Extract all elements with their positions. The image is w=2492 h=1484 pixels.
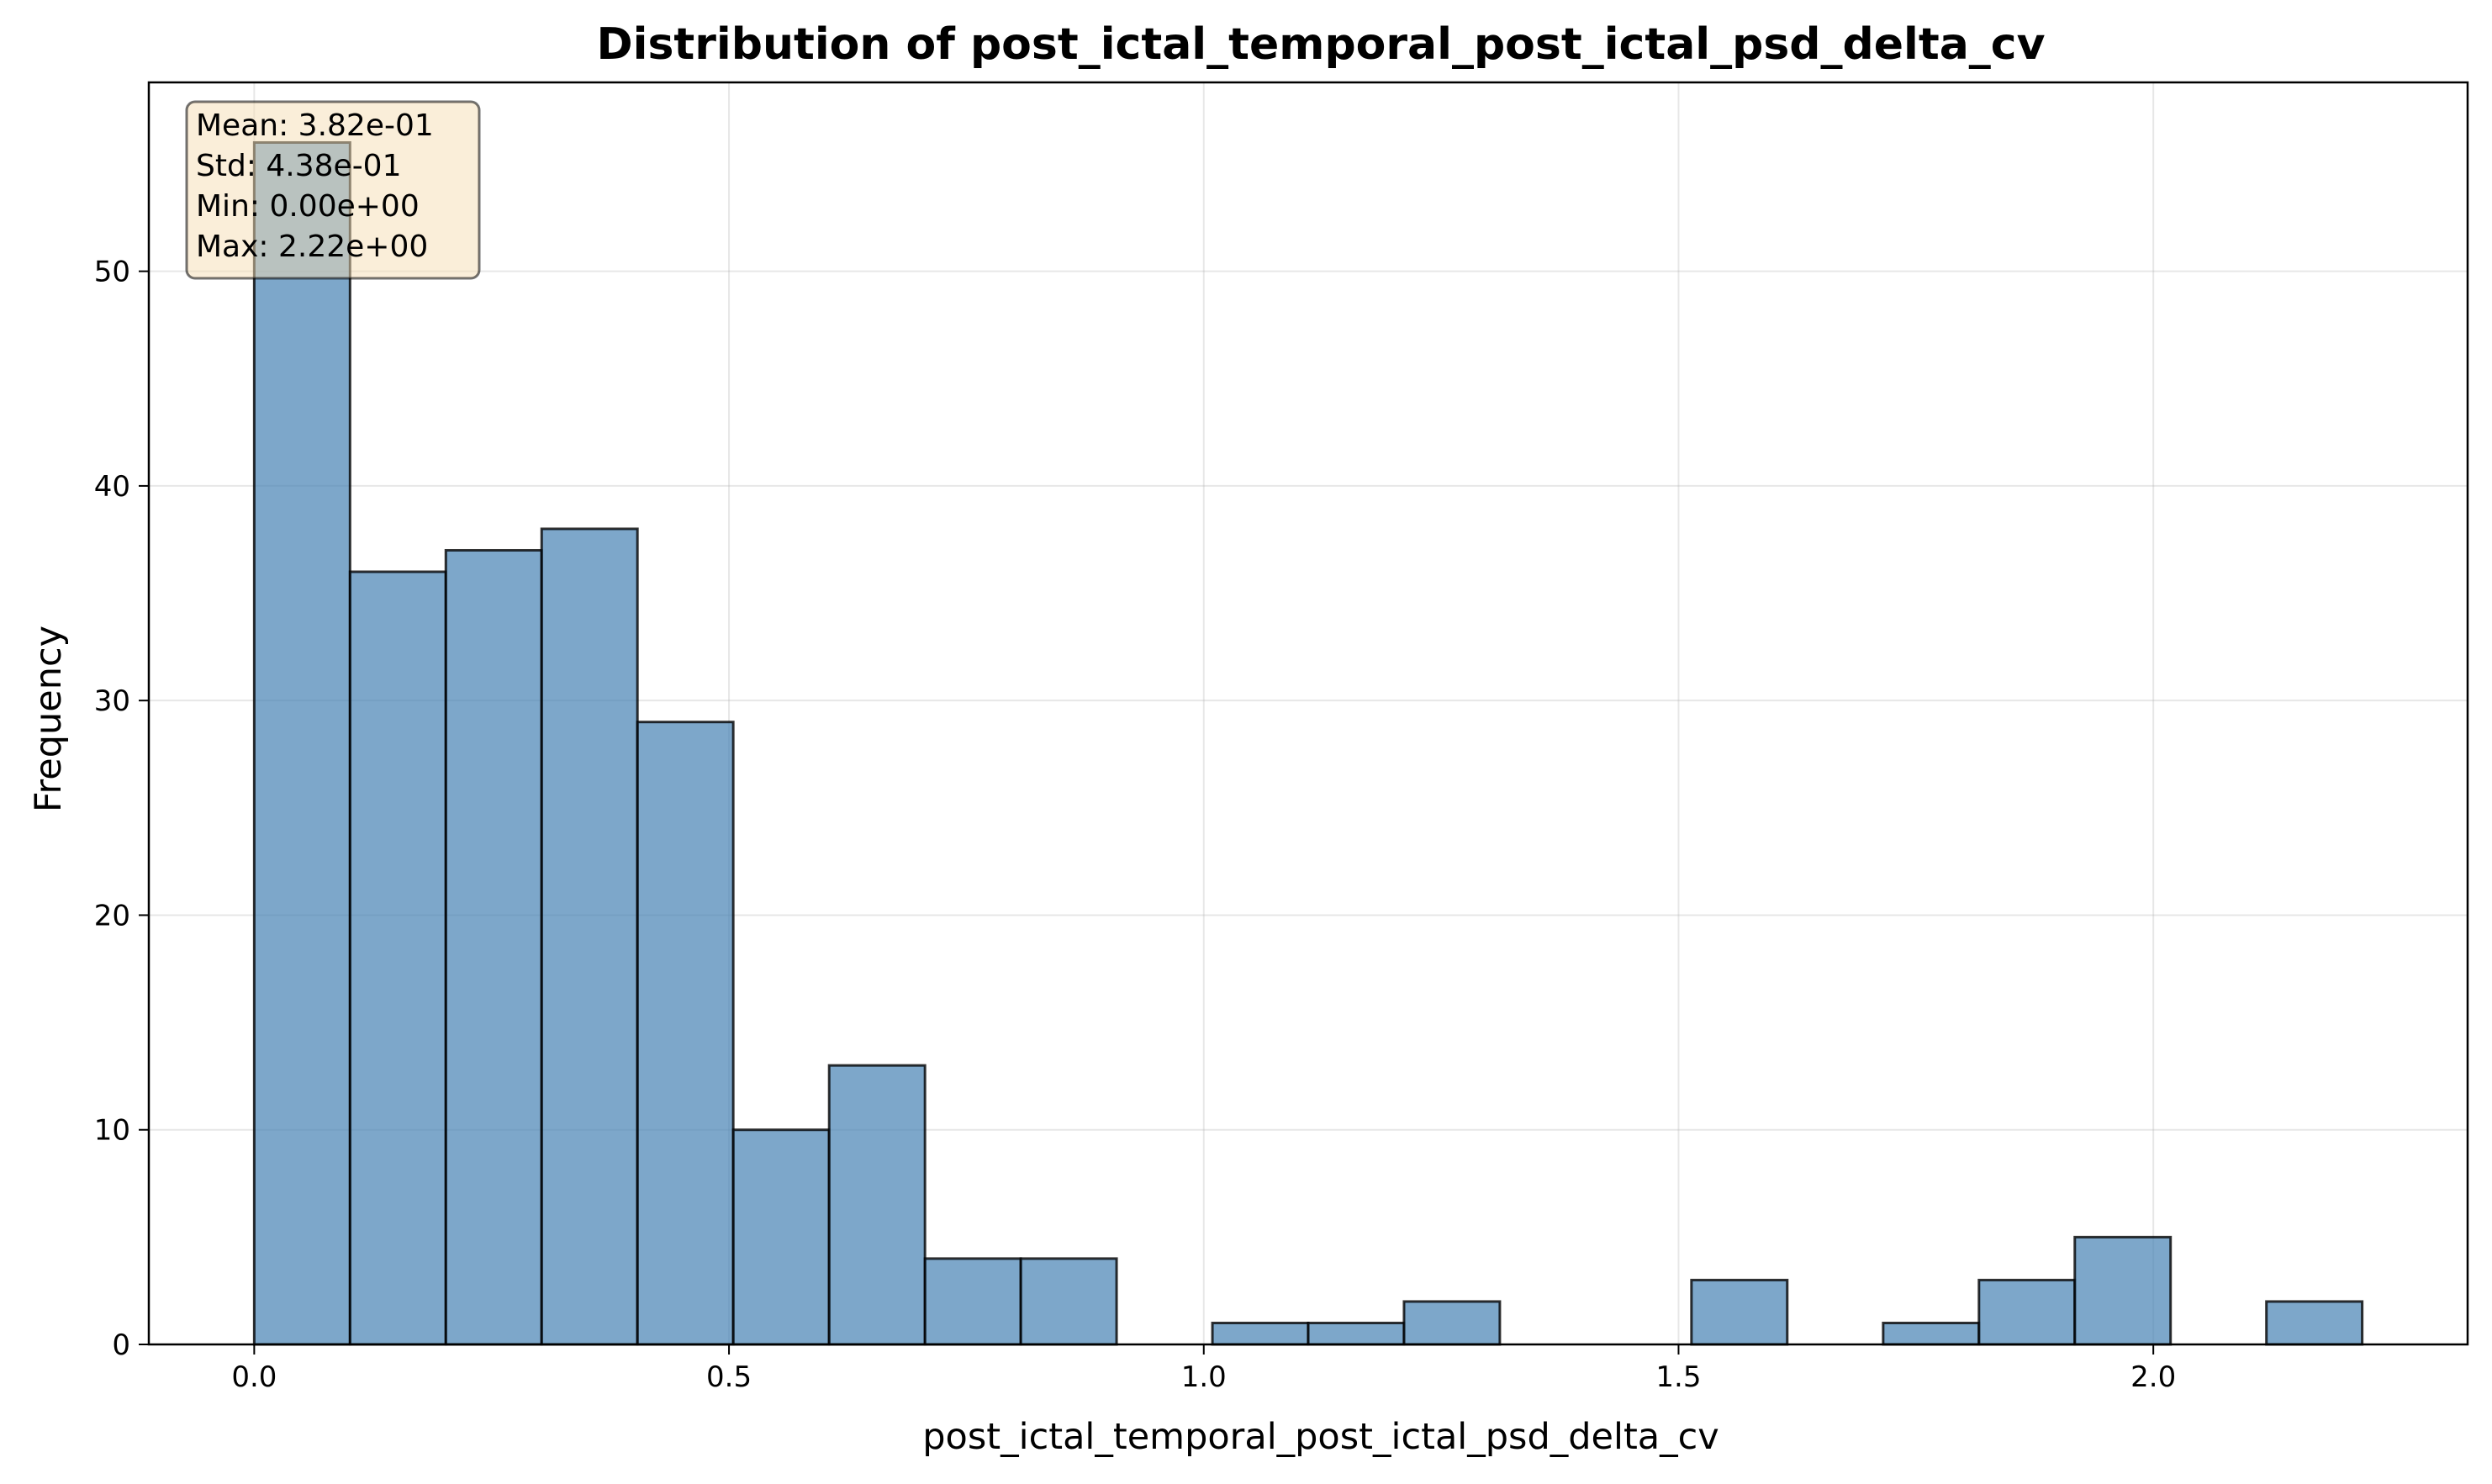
histogram-bar xyxy=(1019,1257,1118,1346)
histogram-bar xyxy=(444,548,543,1346)
chart-title: Distribution of post_ictal_temporal_post… xyxy=(596,19,2045,70)
x-tick-label: 1.0 xyxy=(1181,1360,1227,1394)
histogram-bar xyxy=(1211,1321,1310,1346)
x-tick-label: 2.0 xyxy=(2130,1360,2176,1394)
histogram-bar xyxy=(636,721,735,1346)
axis-ticks: 0.0 0.5 1.0 1.5 2.0 0 10 20 30 40 50 xyxy=(94,256,2176,1394)
x-tick-label: 0.5 xyxy=(706,1360,752,1394)
histogram-bar xyxy=(827,1064,927,1346)
histogram-bars xyxy=(252,140,2364,1346)
stats-mean: Mean: 3.82e-01 xyxy=(196,108,434,143)
y-tick-label: 50 xyxy=(94,256,130,289)
y-tick-label: 40 xyxy=(94,470,130,504)
histogram-bar xyxy=(2265,1300,2364,1346)
x-tick-label: 1.5 xyxy=(1655,1360,1701,1394)
histogram-bar xyxy=(1402,1300,1502,1346)
y-axis-label: Frequency xyxy=(28,626,70,812)
histogram-bar xyxy=(731,1128,831,1346)
histogram-bar xyxy=(1690,1278,1789,1346)
x-tick-label: 0.0 xyxy=(231,1360,277,1394)
histogram-bar xyxy=(1307,1321,1406,1346)
histogram-bar xyxy=(1977,1278,2077,1346)
stats-std: Std: 4.38e-01 xyxy=(196,149,402,183)
y-tick-label: 20 xyxy=(94,899,130,932)
plot-area-frame xyxy=(147,81,2469,1346)
y-tick-label: 0 xyxy=(112,1328,130,1362)
stats-min: Min: 0.00e+00 xyxy=(196,189,420,224)
x-axis-label: post_ictal_temporal_post_ictal_psd_delta… xyxy=(922,1416,1719,1458)
histogram-bar xyxy=(252,140,351,1346)
histogram-bar xyxy=(923,1257,1022,1346)
histogram-bar xyxy=(1882,1321,1981,1346)
histogram-bar xyxy=(2073,1235,2173,1346)
stats-max: Max: 2.22e+00 xyxy=(196,230,428,264)
histogram-bar xyxy=(348,570,447,1346)
y-tick-label: 30 xyxy=(94,684,130,718)
stats-box-background xyxy=(185,100,481,280)
stats-box: Mean: 3.82e-01 Std: 4.38e-01 Min: 0.00e+… xyxy=(185,100,481,280)
y-tick-label: 10 xyxy=(94,1114,130,1148)
histogram-bar xyxy=(540,527,639,1346)
